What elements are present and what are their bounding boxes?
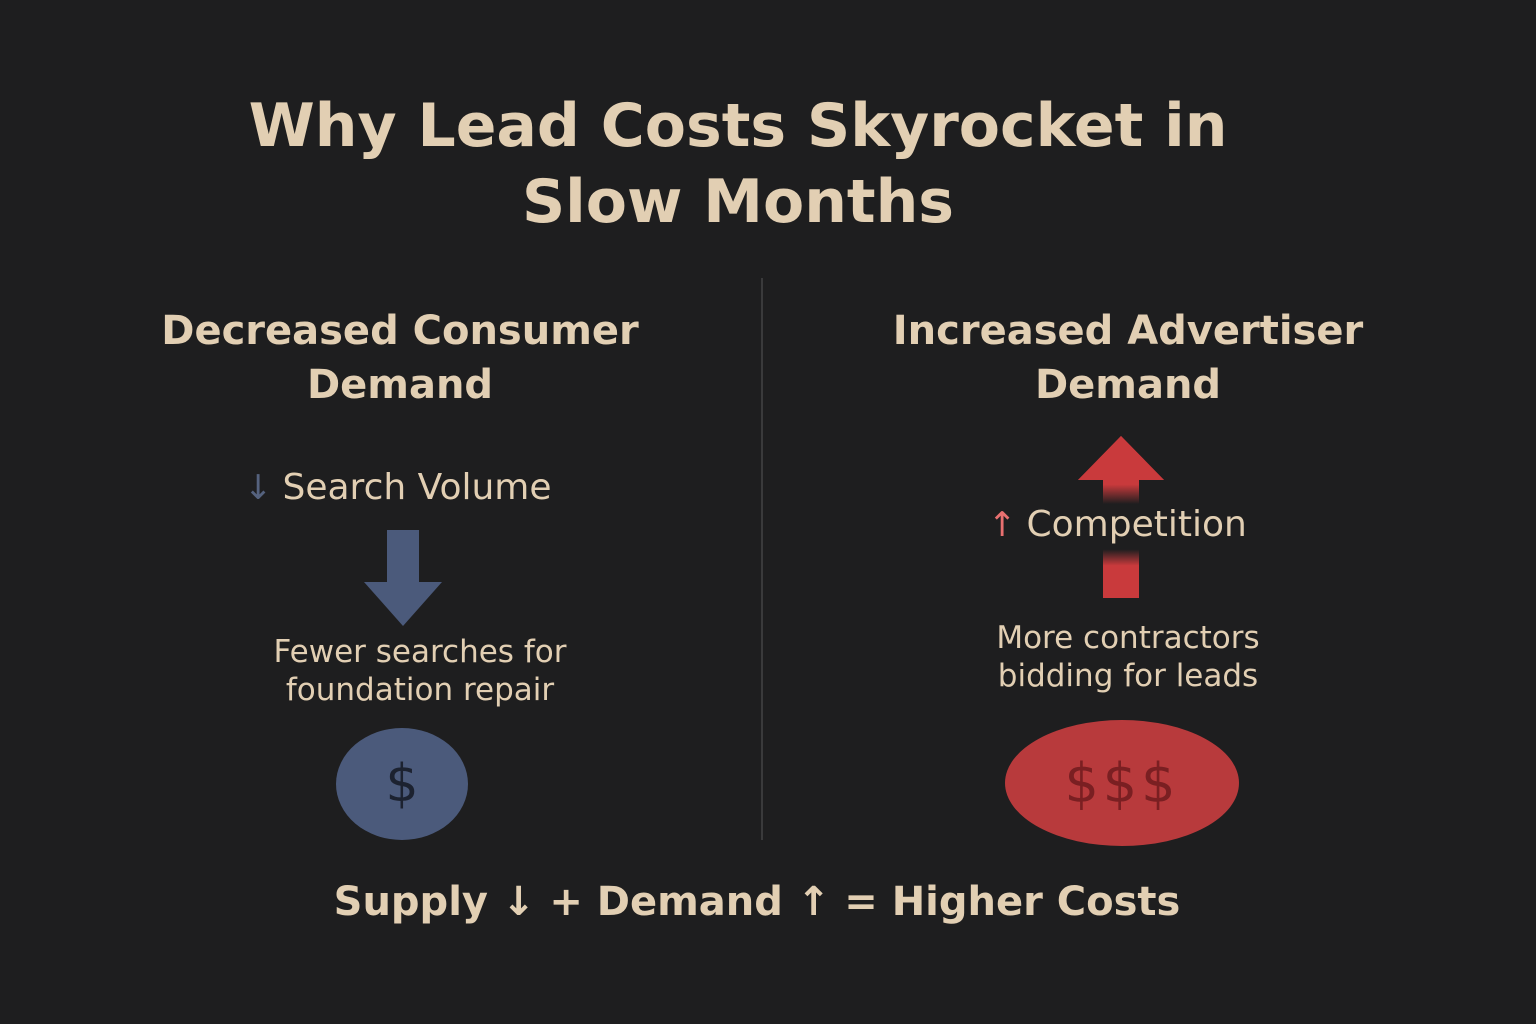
right-coin-label: $$$ — [1064, 751, 1180, 815]
page-title: Why Lead Costs Skyrocket in Slow Months — [0, 88, 1476, 240]
left-coin-label: $ — [385, 754, 419, 814]
low-cost-coin-icon: $ — [336, 728, 468, 840]
high-cost-coin-icon: $$$ — [1005, 720, 1239, 846]
left-heading-line-1: Decreased Consumer — [161, 308, 639, 354]
right-heading-line-1: Increased Advertiser — [892, 308, 1364, 354]
right-heading-line-2: Demand — [1034, 362, 1222, 408]
right-metric: ↑ Competition — [988, 503, 1247, 547]
metric-up-glyph: ↑ — [988, 505, 1017, 545]
right-metric-label: Competition — [1026, 504, 1247, 545]
left-description-line-1: Fewer searches for — [273, 634, 567, 670]
left-description-line-2: foundation repair — [285, 672, 555, 708]
down-arrow-icon — [364, 530, 442, 626]
right-description-line-1: More contractors — [996, 620, 1260, 656]
center-divider — [761, 278, 763, 840]
up-arrow-icon — [1078, 436, 1164, 598]
right-description-line-2: bidding for leads — [997, 658, 1259, 694]
metric-down-glyph: ↓ — [244, 468, 273, 508]
left-panel-heading: Decreased Consumer Demand — [100, 304, 700, 412]
left-metric: ↓ Search Volume — [244, 466, 552, 510]
title-line-1: Why Lead Costs Skyrocket in — [248, 91, 1228, 161]
right-panel-heading: Increased Advertiser Demand — [828, 304, 1428, 412]
left-metric-label: Search Volume — [282, 467, 552, 508]
right-description: More contractors bidding for leads — [928, 619, 1328, 695]
left-heading-line-2: Demand — [306, 362, 494, 408]
left-description: Fewer searches for foundation repair — [210, 633, 630, 709]
title-line-2: Slow Months — [521, 167, 955, 237]
summary-formula: Supply ↓ + Demand ↑ = Higher Costs — [333, 879, 1181, 925]
